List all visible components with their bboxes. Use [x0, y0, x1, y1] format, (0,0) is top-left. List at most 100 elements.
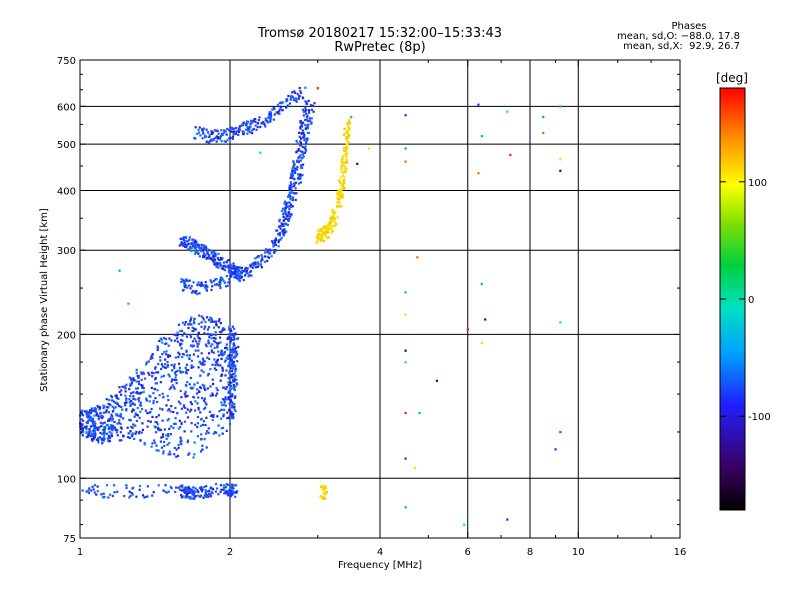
data-point	[92, 427, 96, 430]
data-point	[250, 122, 253, 125]
data-point	[189, 335, 193, 339]
data-point	[233, 267, 236, 270]
data-point	[264, 248, 268, 251]
data-point	[340, 184, 343, 188]
data-point	[195, 251, 198, 254]
data-point	[184, 496, 187, 499]
data-point	[202, 371, 205, 374]
data-point	[197, 131, 201, 134]
x-tick-label: 2	[227, 547, 233, 558]
data-point	[183, 323, 186, 326]
data-point	[216, 362, 219, 365]
data-point	[208, 336, 211, 339]
data-point	[122, 435, 125, 438]
data-point	[323, 231, 326, 235]
data-point	[176, 337, 179, 340]
data-point	[254, 261, 257, 264]
data-point	[248, 130, 252, 134]
data-point	[292, 165, 295, 168]
data-point	[81, 426, 84, 430]
data-point	[180, 280, 183, 284]
data-point	[225, 260, 228, 263]
data-point	[174, 417, 177, 420]
data-point	[232, 413, 235, 416]
data-point	[343, 181, 346, 184]
data-point	[291, 172, 294, 175]
data-point	[197, 246, 200, 249]
data-point	[177, 355, 180, 359]
data-point	[216, 137, 219, 140]
data-point	[108, 419, 111, 422]
data-point	[292, 177, 296, 180]
data-point	[223, 351, 226, 354]
data-point	[135, 495, 138, 498]
data-point	[198, 292, 201, 295]
data-point	[167, 433, 170, 436]
data-point	[477, 172, 480, 175]
data-point	[161, 408, 164, 411]
data-point	[100, 414, 103, 417]
data-point	[184, 390, 187, 393]
data-point	[212, 326, 216, 329]
data-point	[103, 421, 106, 424]
data-point	[214, 394, 218, 397]
data-point	[180, 329, 184, 332]
data-point	[189, 344, 192, 347]
data-point	[135, 380, 138, 383]
data-point	[194, 240, 197, 243]
data-point	[341, 185, 344, 188]
data-point	[302, 121, 305, 124]
data-point	[234, 355, 237, 358]
data-point	[172, 411, 175, 414]
data-point	[338, 198, 341, 201]
data-point	[130, 392, 133, 395]
data-point	[215, 323, 218, 326]
data-point	[226, 386, 229, 389]
data-point	[191, 493, 194, 496]
data-point	[345, 151, 348, 155]
data-point	[196, 402, 199, 405]
data-point	[154, 378, 157, 381]
data-point	[288, 193, 291, 196]
data-point	[288, 217, 291, 221]
data-point	[197, 322, 201, 326]
data-point	[101, 415, 105, 418]
data-point	[159, 337, 162, 340]
data-point	[200, 243, 204, 247]
data-point	[313, 102, 316, 105]
data-point	[215, 129, 218, 132]
data-point	[229, 339, 232, 342]
data-point	[228, 361, 231, 364]
data-point	[214, 252, 217, 255]
data-point	[134, 398, 137, 401]
data-point	[323, 487, 326, 490]
data-point	[178, 342, 182, 345]
data-point	[342, 156, 345, 160]
data-point	[129, 395, 132, 398]
data-point	[136, 414, 140, 417]
data-point	[250, 119, 253, 122]
data-point	[138, 416, 141, 420]
data-point	[167, 453, 170, 456]
data-point	[277, 245, 280, 248]
data-point	[204, 281, 207, 284]
data-point	[246, 120, 250, 123]
data-point	[320, 227, 323, 230]
data-point	[227, 398, 230, 401]
data-point	[180, 278, 183, 281]
data-point	[307, 99, 310, 102]
data-point	[185, 368, 188, 372]
data-point	[280, 101, 283, 104]
y-tick-label: 200	[57, 330, 76, 341]
data-point	[140, 407, 144, 411]
data-point	[87, 433, 91, 436]
data-point	[80, 411, 83, 415]
data-point	[228, 390, 232, 393]
data-point	[233, 275, 236, 279]
data-point	[343, 178, 346, 182]
data-point	[199, 488, 203, 491]
data-point	[227, 357, 230, 360]
data-point	[306, 139, 309, 142]
data-point	[230, 388, 233, 391]
